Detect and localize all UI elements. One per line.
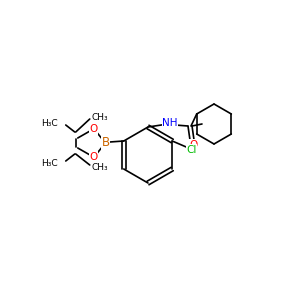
- Text: H₃C: H₃C: [41, 118, 58, 127]
- Text: NH: NH: [162, 118, 178, 128]
- Text: O: O: [90, 152, 98, 162]
- Text: Cl: Cl: [186, 145, 196, 155]
- Text: CH₃: CH₃: [92, 163, 108, 172]
- Text: O: O: [90, 124, 98, 134]
- Text: B: B: [102, 136, 110, 149]
- Text: H₃C: H₃C: [41, 158, 58, 167]
- Text: O: O: [189, 140, 197, 150]
- Text: CH₃: CH₃: [92, 112, 108, 122]
